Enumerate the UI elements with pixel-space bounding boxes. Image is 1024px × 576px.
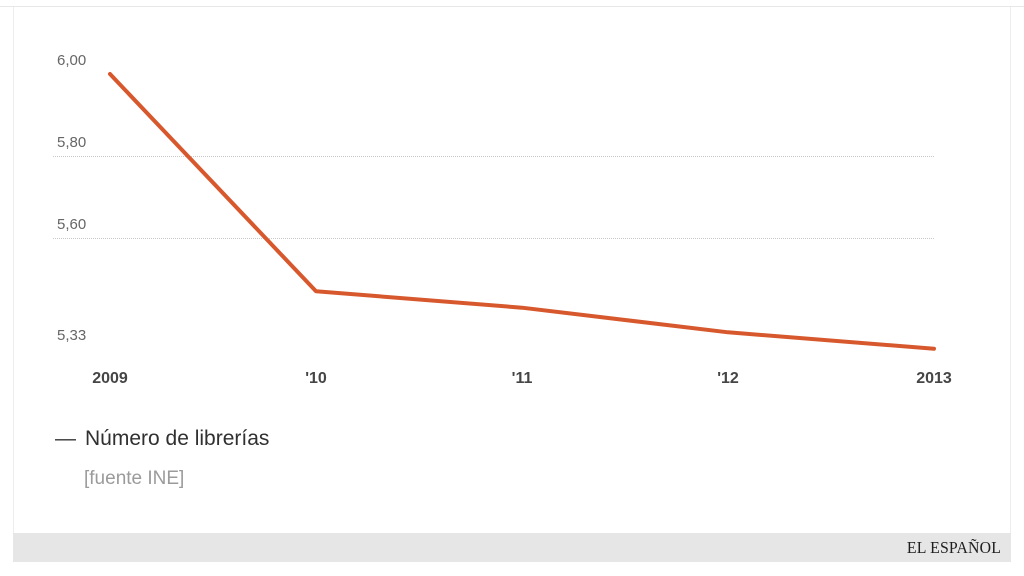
top-divider — [0, 6, 1024, 7]
source-note: [fuente INE] — [84, 468, 185, 489]
brand-logo: EL ESPAÑOL — [906, 537, 1001, 557]
x-tick-label: 2009 — [92, 370, 128, 387]
line-series-path — [108, 72, 936, 351]
y-tick-label: 5,60 — [57, 216, 87, 233]
legend: — Número de librerías — [55, 426, 269, 452]
x-tick-label: '10 — [305, 370, 327, 387]
y-tick-label: 5,80 — [57, 134, 87, 151]
chart-card — [13, 7, 1011, 562]
footer-bar: EL ESPAÑOL — [13, 533, 1011, 562]
y-tick-label: 6,00 — [57, 52, 87, 69]
y-tick-label: 5,33 — [57, 326, 87, 344]
legend-label: Número de librerías — [85, 427, 270, 450]
gridline — [53, 238, 934, 239]
x-tick-label: '11 — [511, 370, 533, 387]
legend-line-marker-icon: — — [55, 427, 76, 450]
gridline — [53, 156, 934, 157]
x-tick-label: 2013 — [916, 370, 952, 387]
x-tick-label: '12 — [717, 370, 739, 387]
